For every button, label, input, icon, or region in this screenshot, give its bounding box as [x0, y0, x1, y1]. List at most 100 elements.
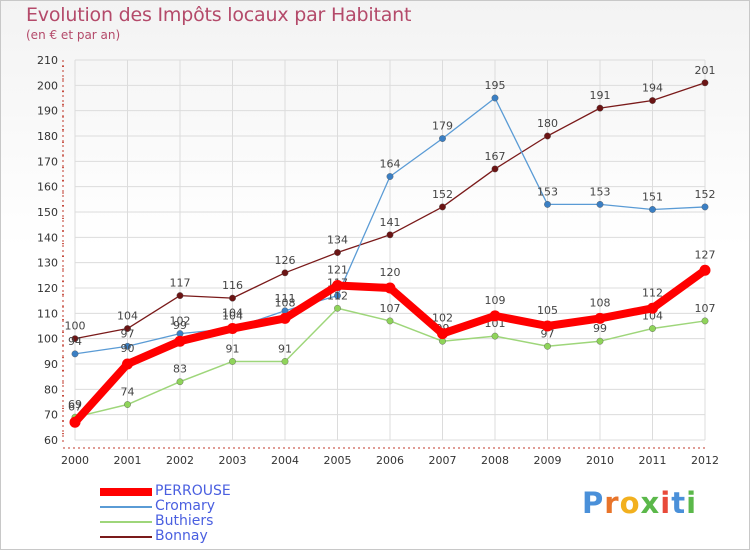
data-point: [701, 79, 709, 87]
x-tick-label: 2009: [534, 454, 562, 467]
data-label: 94: [68, 335, 82, 348]
data-label: 201: [695, 64, 716, 77]
series-bonnay: 100 104 117 116 126 134 141 152 167 180 191 194 201: [65, 64, 716, 343]
data-point: [647, 302, 658, 314]
series-perrouse: 67 90 99 104 108 121 120 102 109 105 108 112 127: [68, 248, 716, 428]
data-label: 109: [485, 294, 506, 307]
data-label: 134: [327, 234, 348, 247]
data-point: [596, 337, 604, 345]
x-tick-label: 2007: [429, 454, 457, 467]
logo-letter: t: [671, 486, 687, 520]
data-point: [386, 173, 394, 180]
y-tick-label: 130: [37, 257, 58, 270]
x-tick-label: 2005: [324, 454, 352, 467]
logo-letter: x: [640, 486, 661, 520]
data-label: 102: [170, 315, 191, 328]
data-label: 69: [68, 398, 82, 411]
data-point: [542, 320, 553, 332]
data-point: [439, 135, 446, 142]
x-tick-label: 2008: [481, 454, 509, 467]
x-tick-label: 2002: [166, 454, 194, 467]
series-cromary: 94 97 102 104 111 117 164 179 195 153 153 151 152: [68, 79, 716, 358]
legend-label: Cromary: [155, 498, 216, 514]
x-tick-label: 2006: [376, 454, 404, 467]
data-point: [124, 401, 131, 408]
data-point: [334, 249, 341, 256]
data-label: 180: [537, 117, 558, 130]
data-label: 107: [380, 302, 401, 315]
legend-swatch: [100, 536, 152, 538]
data-point: [649, 325, 656, 332]
x-tick-label: 2003: [219, 454, 247, 467]
data-point: [281, 269, 289, 277]
data-label: 97: [121, 327, 135, 340]
page-subtitle: (en € et par an): [26, 28, 121, 42]
y-tick-label: 90: [44, 358, 58, 371]
data-point: [544, 132, 551, 140]
legend-label: Buthiers: [155, 513, 214, 529]
data-point: [649, 206, 656, 213]
data-label: 83: [173, 363, 187, 376]
data-label: 67: [68, 400, 82, 413]
data-label: 191: [590, 89, 611, 102]
data-point: [544, 342, 551, 350]
data-point: [491, 165, 499, 173]
data-label: 100: [65, 320, 86, 333]
data-label: 91: [278, 342, 292, 355]
y-tick-label: 140: [37, 231, 58, 244]
data-label: 105: [537, 304, 558, 317]
data-label: 152: [695, 188, 716, 201]
y-tick-label: 60: [44, 434, 58, 447]
data-label: 99: [173, 319, 187, 332]
data-point: [229, 358, 236, 365]
y-tick-label: 70: [44, 409, 58, 422]
data-label: 108: [590, 296, 611, 309]
data-label: 121: [327, 263, 348, 276]
data-label: 153: [537, 185, 558, 198]
x-tick-label: 2000: [61, 454, 89, 467]
data-label: 104: [117, 310, 138, 323]
data-label: 179: [432, 120, 453, 133]
y-tick-label: 180: [37, 130, 58, 143]
data-label: 151: [642, 190, 663, 203]
data-label: 195: [485, 79, 506, 92]
data-label: 111: [275, 292, 296, 305]
legend-swatch: [100, 506, 152, 508]
data-point: [124, 342, 131, 350]
y-tick-label: 80: [44, 383, 58, 396]
x-tick-label: 2010: [586, 454, 614, 467]
data-label: 112: [642, 286, 663, 299]
data-label: 99: [593, 322, 607, 335]
grid: [74, 59, 706, 441]
data-point: [439, 203, 446, 211]
data-point: [71, 335, 79, 343]
y-tick-label: 150: [37, 206, 58, 219]
data-point: [437, 328, 448, 340]
data-point: [124, 325, 131, 332]
data-point: [701, 203, 709, 211]
series-buthiers: 6974839191112107991019799104107: [68, 289, 716, 421]
logo-letter: P: [582, 486, 605, 520]
y-tick-label: 120: [37, 282, 58, 295]
data-label: 167: [485, 150, 506, 163]
data-point: [544, 200, 551, 208]
data-label: 97: [541, 327, 555, 340]
data-point: [491, 94, 499, 102]
y-tick-label: 160: [37, 181, 58, 194]
legend-swatch: [100, 488, 152, 496]
proxiti-logo: Proxiti: [582, 486, 697, 520]
data-point: [332, 279, 343, 291]
data-point: [279, 312, 291, 324]
logo-letter: o: [619, 486, 641, 520]
data-label: 194: [642, 82, 663, 95]
x-tick-label: 2001: [114, 454, 142, 467]
data-point: [596, 200, 604, 208]
x-tick-label: 2004: [271, 454, 299, 467]
y-tick-label: 210: [37, 54, 58, 67]
data-label: 164: [380, 158, 401, 171]
data-point: [176, 292, 184, 299]
data-point: [229, 294, 236, 302]
data-label: 141: [380, 216, 401, 229]
